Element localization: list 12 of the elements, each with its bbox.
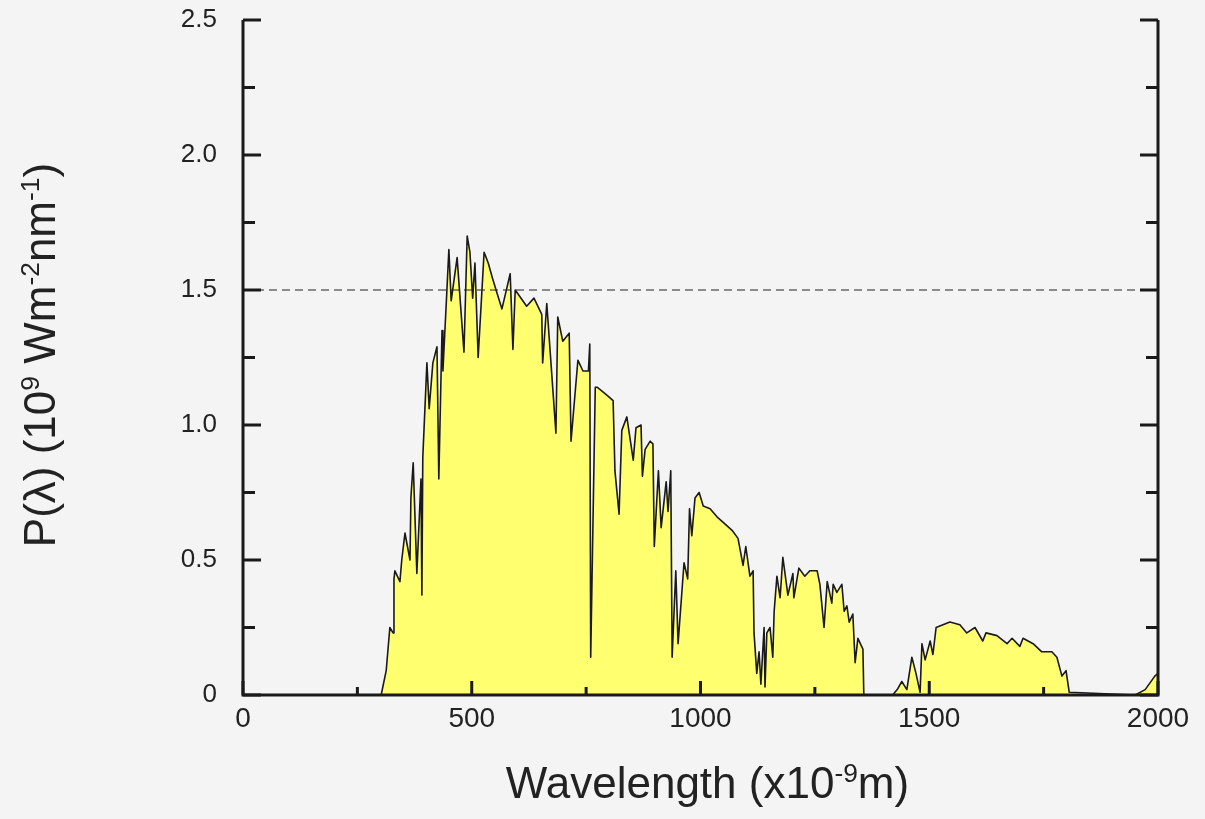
x-tick-label: 0 xyxy=(235,701,251,733)
y-tick-label: 1.0 xyxy=(180,408,217,439)
x-tick-label: 1500 xyxy=(898,701,961,733)
y-tick-label: 1.5 xyxy=(180,273,217,304)
x-tick-label: 1000 xyxy=(669,701,732,733)
y-tick-label: 2.5 xyxy=(180,3,217,34)
y-tick-label: 0.5 xyxy=(180,543,217,574)
y-tick-label: 2.0 xyxy=(180,138,217,169)
x-tick-label: 2000 xyxy=(1126,701,1190,733)
x-tick-label: 500 xyxy=(448,701,496,733)
x-axis-title: Wavelength (x10$^{-9}$m) xyxy=(504,758,911,808)
y-tick-label: 0 xyxy=(202,678,217,709)
